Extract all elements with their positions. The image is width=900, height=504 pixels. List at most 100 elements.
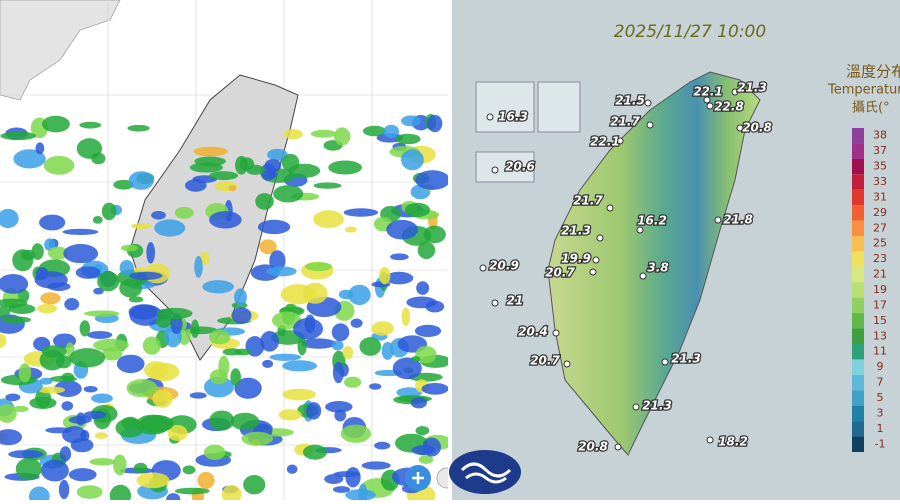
echo-cell: [61, 401, 74, 411]
echo-cell: [94, 432, 108, 439]
echo-cell: [427, 114, 443, 133]
echo-cell: [70, 438, 94, 453]
echo-cell: [146, 241, 155, 264]
echo-cell: [47, 246, 69, 260]
echo-cell: [384, 271, 414, 285]
echo-cell: [345, 467, 361, 488]
legend-label: 37: [873, 144, 887, 157]
echo-cell: [54, 380, 82, 397]
legend-swatch: [852, 436, 864, 452]
echo-cell: [281, 153, 300, 172]
echo-cell: [68, 468, 97, 482]
legend-swatch: [852, 220, 864, 236]
echo-cell: [338, 289, 354, 300]
echo-cell: [404, 202, 431, 218]
legend-swatch: [852, 189, 864, 206]
echo-cell: [83, 410, 107, 419]
echo-cell: [203, 376, 234, 398]
echo-cell: [286, 464, 298, 474]
radar-echoes: [0, 113, 453, 504]
legend-title: 溫度分布: [846, 63, 900, 81]
legend-swatch: [852, 205, 864, 221]
echo-cell: [221, 484, 242, 504]
echo-cell: [18, 363, 32, 383]
emblem: [449, 450, 521, 494]
station-dot: [714, 216, 722, 224]
legend-label: 15: [873, 314, 887, 327]
echo-cell: [194, 156, 226, 167]
legend-swatch: [852, 390, 864, 406]
echo-cell: [29, 396, 57, 409]
echo-cell: [152, 389, 173, 408]
echo-cell: [76, 485, 103, 499]
echo-cell: [8, 303, 36, 315]
echo-cell: [113, 179, 134, 190]
echo-cell: [278, 409, 302, 421]
station-dot: [552, 329, 560, 337]
echo-cell: [415, 345, 437, 364]
echo-cell: [418, 455, 434, 464]
station-dot: [736, 124, 744, 132]
station-dot: [614, 443, 622, 451]
echo-cell: [359, 337, 382, 356]
echo-cell: [266, 266, 297, 277]
echo-cell: [136, 472, 170, 489]
legend-swatch: [852, 143, 864, 159]
echo-cell: [348, 284, 371, 305]
echo-cell: [282, 360, 317, 372]
echo-cell: [362, 125, 386, 137]
echo-cell: [59, 446, 72, 462]
echo-cell: [305, 262, 333, 272]
station-temp: 16.3: [498, 110, 528, 124]
echo-cell: [301, 338, 337, 349]
radar-map: [0, 0, 458, 504]
echo-cell: [260, 163, 276, 181]
echo-cell: [209, 410, 235, 431]
echo-cell: [392, 357, 422, 380]
station-dot: [596, 234, 604, 242]
echo-cell: [142, 336, 161, 355]
echo-cell: [401, 115, 421, 127]
station-dot: [606, 204, 614, 212]
station-dot: [491, 299, 499, 307]
echo-cell: [332, 361, 344, 384]
echo-cell: [41, 345, 67, 358]
echo-cell: [0, 316, 32, 324]
legend-label: 23: [873, 252, 887, 265]
echo-cell: [69, 348, 106, 368]
echo-cell: [15, 457, 42, 480]
echo-cell: [325, 401, 353, 413]
legend-label: 11: [873, 345, 887, 358]
echo-cell: [334, 409, 347, 422]
echo-cell: [371, 321, 394, 336]
echo-cell: [293, 317, 324, 340]
echo-cell: [267, 148, 288, 161]
echo-cell: [228, 184, 237, 192]
echo-cell: [128, 271, 163, 280]
echo-cell: [91, 393, 113, 404]
echo-cell: [55, 355, 72, 369]
echo-cell: [269, 250, 286, 272]
echo-cell: [35, 267, 49, 281]
echo-cell: [390, 253, 409, 261]
echo-cell: [234, 348, 252, 356]
legend-label: 29: [873, 206, 887, 219]
echo-cell: [361, 461, 391, 470]
station-temp: 20.7: [530, 354, 560, 368]
echo-cell: [12, 405, 29, 413]
legend-swatch: [852, 359, 864, 375]
echo-cell: [58, 479, 70, 500]
station-temp: 20.7: [545, 266, 575, 280]
station-dot: [706, 102, 714, 110]
legend-label: 19: [873, 283, 887, 296]
echo-cell: [343, 208, 379, 217]
echo-cell: [415, 170, 451, 190]
echo-cell: [135, 414, 171, 435]
echo-cell: [0, 429, 23, 446]
divider: [448, 0, 452, 500]
echo-cell: [417, 241, 436, 259]
echo-cell: [302, 444, 327, 460]
echo-cell: [331, 323, 350, 342]
station-dot: [636, 226, 644, 234]
station-temp: 21.3: [642, 399, 672, 413]
